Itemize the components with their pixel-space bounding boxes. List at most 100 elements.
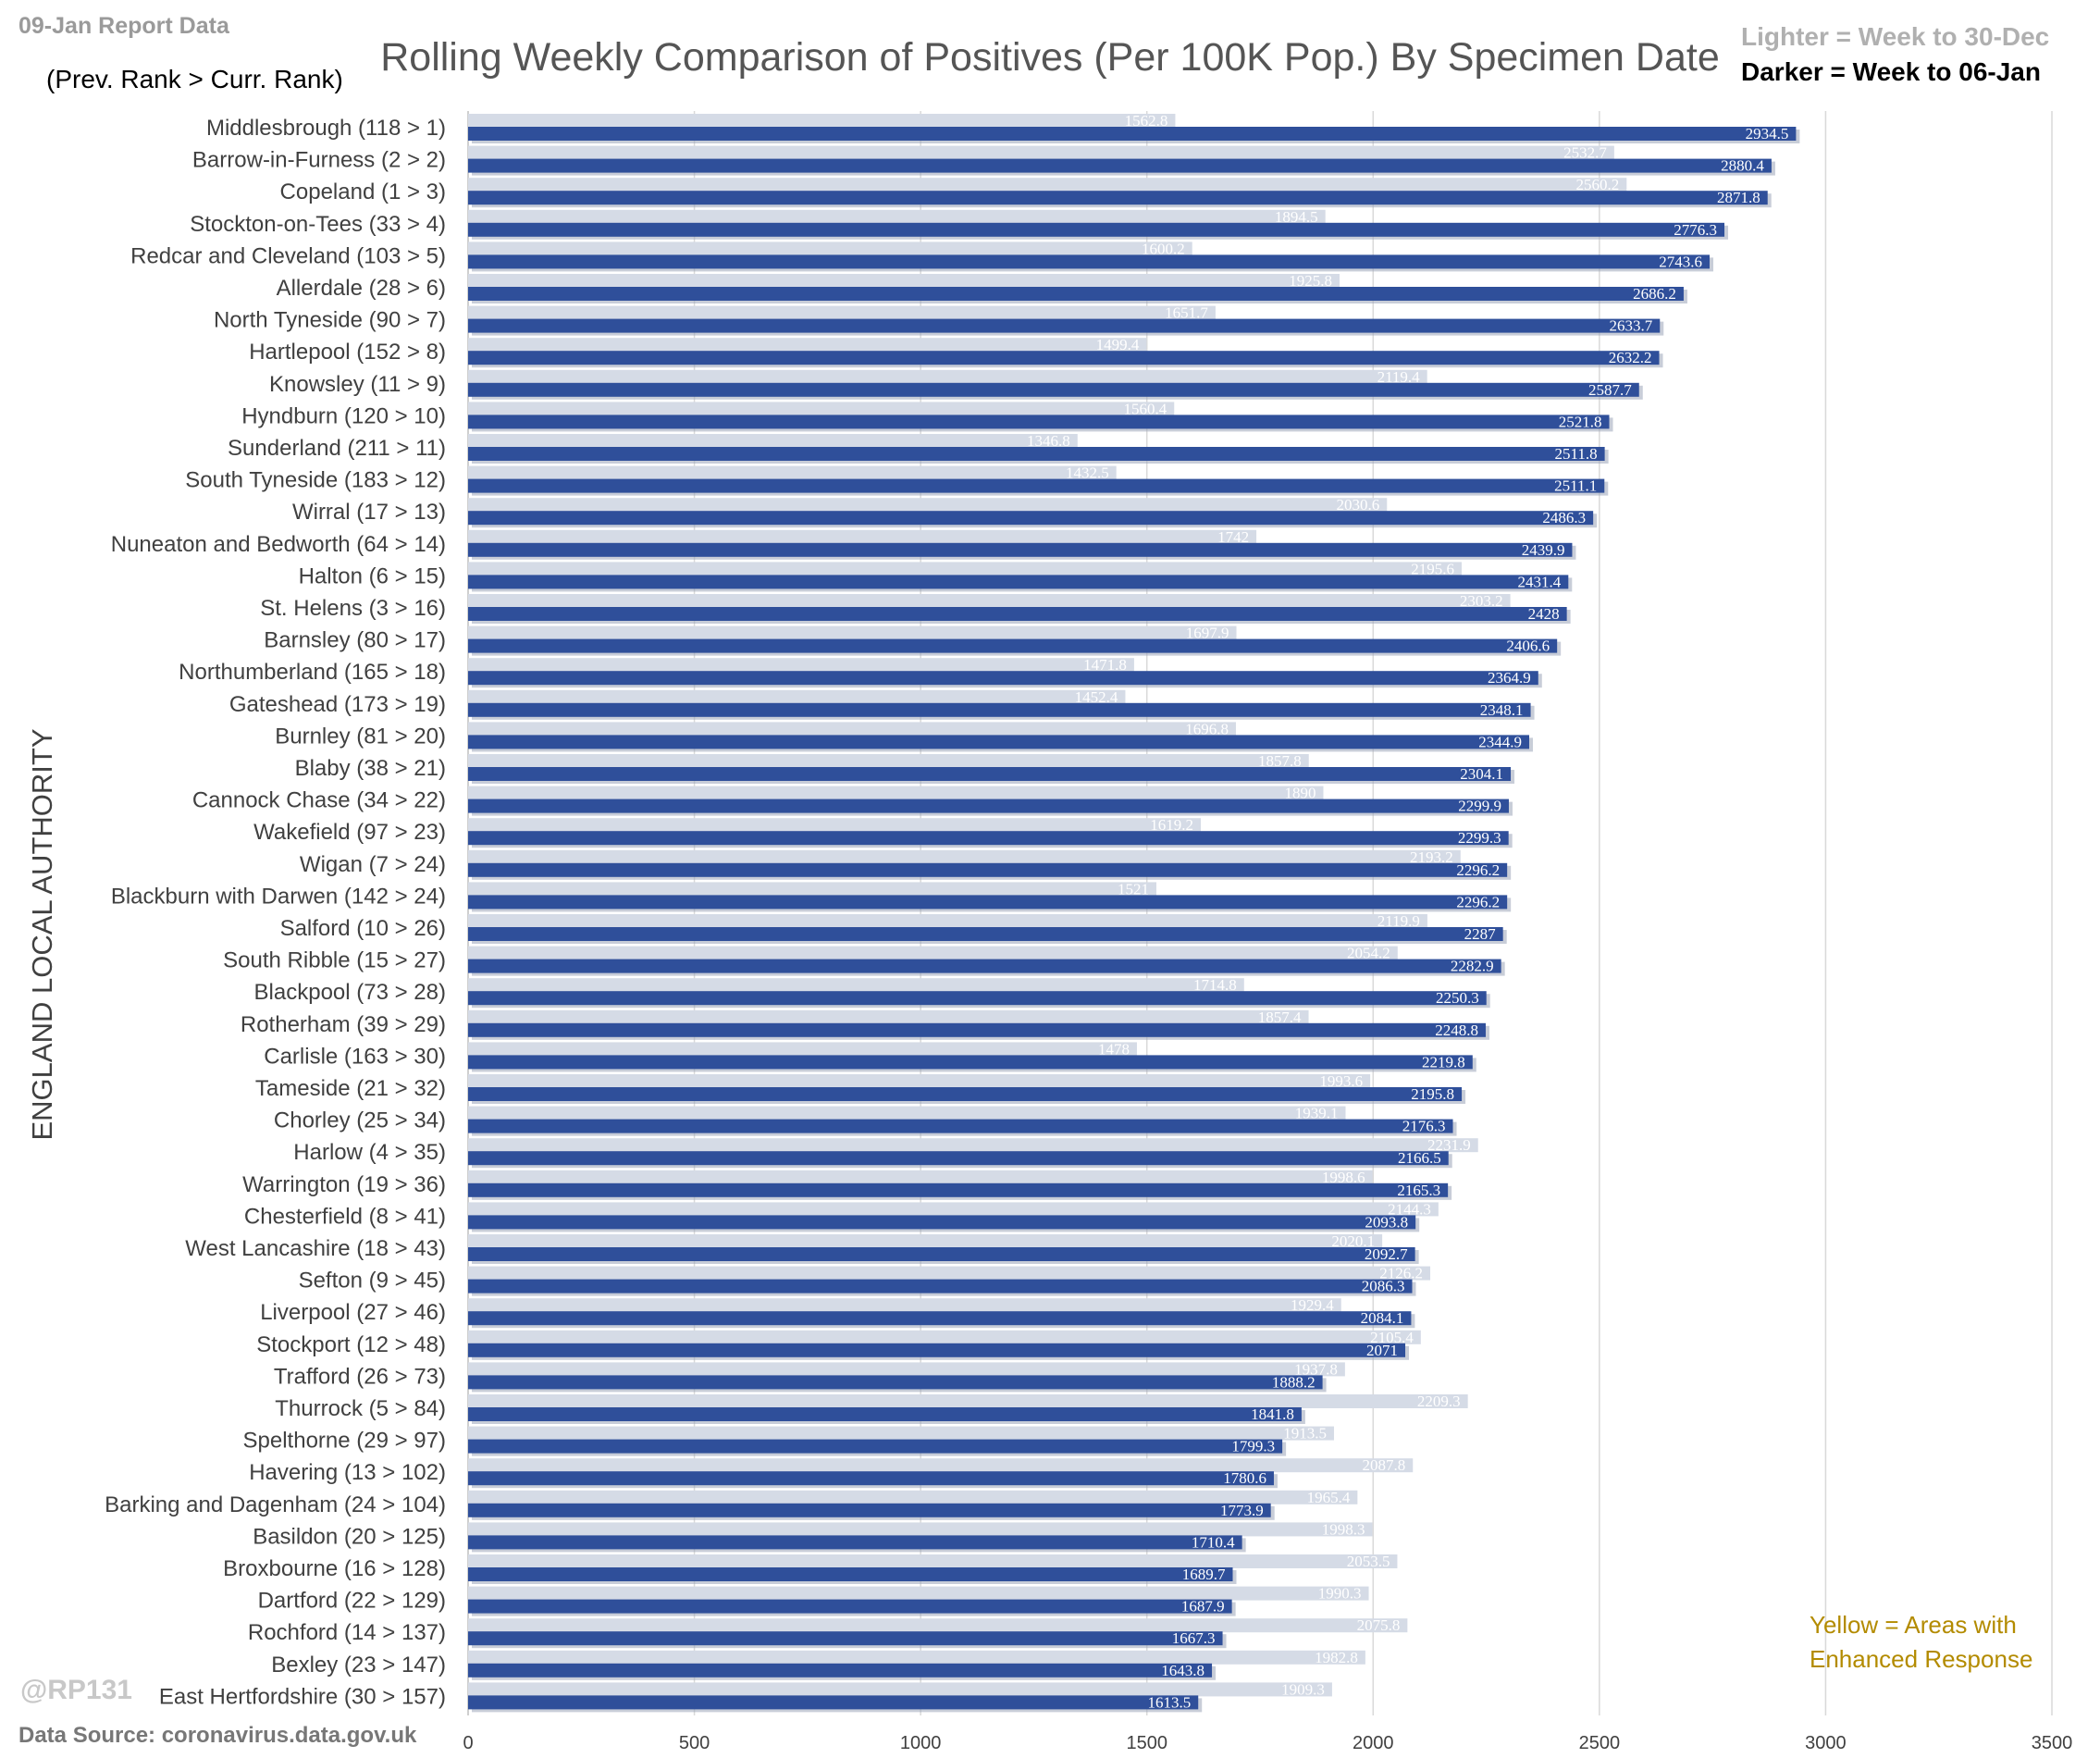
bar-label-week-to-06-jan: 2511.1 [1554,477,1597,495]
bar-week-to-06-jan [468,158,1772,173]
bar-label-week-to-30-dec: 2053.5 [1347,1553,1390,1570]
rank-note: (Prev. Rank > Curr. Rank) [46,65,343,93]
bar-week-to-30-dec [468,754,1309,768]
bar-week-to-06-jan [468,799,1509,813]
category-label: Barrow-in-Furness (2 > 2) [192,148,446,173]
bar-week-to-06-jan [468,1599,1232,1614]
category-label: Blackpool (73 > 28) [254,980,446,1005]
bar-label-week-to-30-dec: 1521 [1118,880,1149,898]
report-date: 09-Jan Report Data [19,13,229,39]
bar-week-to-06-jan [468,351,1660,365]
x-tick-label: 2500 [1579,1733,1621,1753]
bar-label-week-to-06-jan: 1799.3 [1231,1438,1275,1455]
bar-label-week-to-06-jan: 2165.3 [1397,1182,1440,1199]
bar-week-to-06-jan [468,254,1711,269]
category-label: Blackburn with Darwen (142 > 24) [111,884,446,909]
category-label: Middlesbrough (118 > 1) [206,116,446,141]
bar-week-to-06-jan [468,1631,1223,1646]
bar-label-week-to-06-jan: 2282.9 [1451,958,1494,975]
bar-label-week-to-06-jan: 2250.3 [1436,989,1479,1007]
bar-week-to-06-jan [468,862,1508,877]
bar-week-to-06-jan [468,1055,1473,1070]
bar-label-week-to-30-dec: 2532.7 [1563,144,1607,162]
bar-label-week-to-30-dec: 1998.3 [1322,1520,1365,1538]
bar-week-to-30-dec [468,1138,1478,1153]
bar-label-week-to-30-dec: 2231.9 [1427,1136,1471,1154]
bar-week-to-30-dec [468,1266,1431,1281]
category-label: East Hertfordshire (30 > 157) [159,1684,446,1709]
bar-label-week-to-30-dec: 2144.3 [1388,1200,1431,1218]
category-label: Harlow (4 > 35) [293,1140,446,1165]
category-label: Salford (10 > 26) [280,916,446,941]
bar-week-to-30-dec [468,498,1388,513]
bar-week-to-06-jan [468,1119,1453,1133]
category-label: Chorley (25 > 34) [274,1108,446,1133]
x-tick-label: 3500 [2032,1733,2073,1753]
bar-label-week-to-30-dec: 1937.8 [1294,1360,1338,1378]
bar-week-to-30-dec [468,1298,1341,1313]
bar-week-to-06-jan [468,1247,1415,1261]
bar-label-week-to-30-dec: 1697.9 [1186,625,1229,642]
bar-week-to-06-jan [468,1151,1449,1166]
bar-week-to-06-jan [468,575,1569,589]
bar-week-to-06-jan [468,1407,1302,1421]
bar-week-to-06-jan [468,959,1501,973]
bar-label-week-to-30-dec: 1346.8 [1027,432,1070,450]
bar-label-week-to-06-jan: 2299.9 [1458,798,1501,815]
data-source: Data Source: coronavirus.data.gov.uk [19,1723,417,1748]
bar-label-week-to-30-dec: 2193.2 [1410,848,1453,866]
x-tick-label: 1500 [1126,1733,1167,1753]
bar-week-to-06-jan [468,1375,1323,1390]
bar-label-week-to-06-jan: 2632.2 [1609,349,1652,366]
bar-label-week-to-06-jan: 2166.5 [1398,1149,1441,1167]
category-label: North Tyneside (90 > 7) [214,308,446,333]
bar-label-week-to-06-jan: 2880.4 [1721,157,1764,175]
bar-week-to-30-dec [468,849,1461,864]
category-label: St. Helens (3 > 16) [260,596,446,621]
category-label: Gateshead (173 > 19) [229,692,446,717]
bar-week-to-30-dec [468,1554,1398,1568]
enhanced-response-note: Yellow = Areas with Enhanced Response [1810,1608,2032,1677]
category-label: Copeland (1 > 3) [280,180,446,204]
bar-week-to-30-dec [468,1394,1468,1408]
bar-label-week-to-06-jan: 2521.8 [1559,413,1602,430]
bar-label-week-to-30-dec: 2087.8 [1362,1456,1405,1474]
category-label: Cannock Chase (34 > 22) [192,788,446,813]
bar-week-to-30-dec [468,274,1340,288]
bar-week-to-30-dec [468,882,1156,897]
bar-label-week-to-06-jan: 2299.3 [1458,829,1501,847]
bar-week-to-06-jan [468,735,1529,749]
bar-label-week-to-06-jan: 2348.1 [1480,701,1524,719]
bar-week-to-30-dec [468,178,1627,192]
category-label: Broxbourne (16 > 128) [223,1556,446,1581]
bar-week-to-30-dec [468,241,1192,256]
bar-label-week-to-06-jan: 2071 [1366,1342,1398,1359]
bar-label-week-to-30-dec: 1471.8 [1083,656,1127,674]
bar-label-week-to-06-jan: 1689.7 [1182,1566,1226,1583]
bar-label-week-to-06-jan: 2743.6 [1659,253,1702,270]
bar-week-to-30-dec [468,625,1237,640]
bar-label-week-to-06-jan: 2195.8 [1411,1085,1454,1103]
bar-week-to-06-jan [468,478,1605,493]
category-label: Wakefield (97 > 23) [253,820,446,845]
category-label: Redcar and Cleveland (103 > 5) [130,243,446,268]
category-label: Sefton (9 > 45) [299,1269,446,1294]
category-label: Hyndburn (120 > 10) [241,403,446,428]
darker-series-note: Darker = Week to 06-Jan [1741,57,2041,86]
bar-week-to-30-dec [468,1650,1365,1665]
bar-week-to-30-dec [468,1426,1334,1441]
bar-week-to-30-dec [468,1586,1369,1601]
category-label: Knowsley (11 > 9) [269,372,446,397]
bar-label-week-to-06-jan: 1687.9 [1181,1598,1225,1616]
category-label: Liverpool (27 > 46) [260,1300,446,1325]
category-label: Burnley (81 > 20) [275,724,446,749]
chart-title: Rolling Weekly Comparison of Positives (… [380,35,1720,80]
bar-label-week-to-06-jan: 2428 [1528,605,1560,623]
bar-label-week-to-06-jan: 1667.3 [1172,1629,1216,1647]
bar-week-to-30-dec [468,145,1614,160]
bar-week-to-30-dec [468,689,1126,704]
bar-week-to-06-jan [468,1311,1412,1326]
bar-week-to-30-dec [468,1490,1358,1504]
bar-week-to-06-jan [468,511,1594,526]
bar-week-to-06-jan [468,1695,1199,1710]
